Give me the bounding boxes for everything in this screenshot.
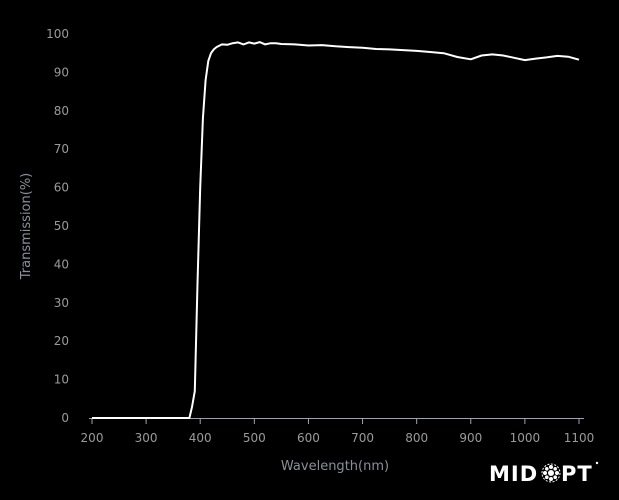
y-tick-label: 20 xyxy=(54,334,69,348)
svg-text:MID: MID xyxy=(489,462,538,486)
x-tick-label: 900 xyxy=(459,431,482,445)
y-tick-label: 100 xyxy=(46,27,69,41)
x-tick-label: 1000 xyxy=(510,431,541,445)
midopt-logo: MID PT xyxy=(489,461,599,486)
y-tick-label: 10 xyxy=(54,373,69,387)
y-tick-label: 60 xyxy=(54,181,69,195)
x-tick-label: 700 xyxy=(351,431,374,445)
x-tick-label: 400 xyxy=(189,431,212,445)
x-tick-label: 500 xyxy=(243,431,266,445)
y-axis-label: Transmission(%) xyxy=(19,173,34,280)
y-tick-label: 80 xyxy=(54,104,69,118)
y-tick-label: 70 xyxy=(54,142,69,156)
x-tick-label: 300 xyxy=(135,431,158,445)
x-tick-label: 800 xyxy=(405,431,428,445)
x-axis-label: Wavelength(nm) xyxy=(281,459,389,474)
y-tick-label: 40 xyxy=(54,257,69,271)
y-tick-label: 30 xyxy=(54,296,69,310)
x-tick-label: 1100 xyxy=(564,431,595,445)
transmission-curve xyxy=(92,41,580,419)
y-tick-label: 50 xyxy=(54,219,69,233)
y-tick-label: 90 xyxy=(54,65,69,79)
x-tick-label: 200 xyxy=(81,431,104,445)
x-tick-label: 600 xyxy=(297,431,320,445)
svg-text:PT: PT xyxy=(561,462,593,486)
y-tick-label: 0 xyxy=(61,411,69,425)
